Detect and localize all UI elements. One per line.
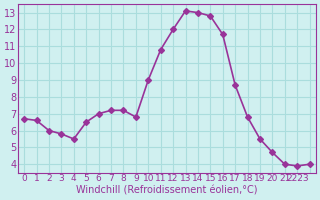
X-axis label: Windchill (Refroidissement éolien,°C): Windchill (Refroidissement éolien,°C) [76, 186, 258, 196]
